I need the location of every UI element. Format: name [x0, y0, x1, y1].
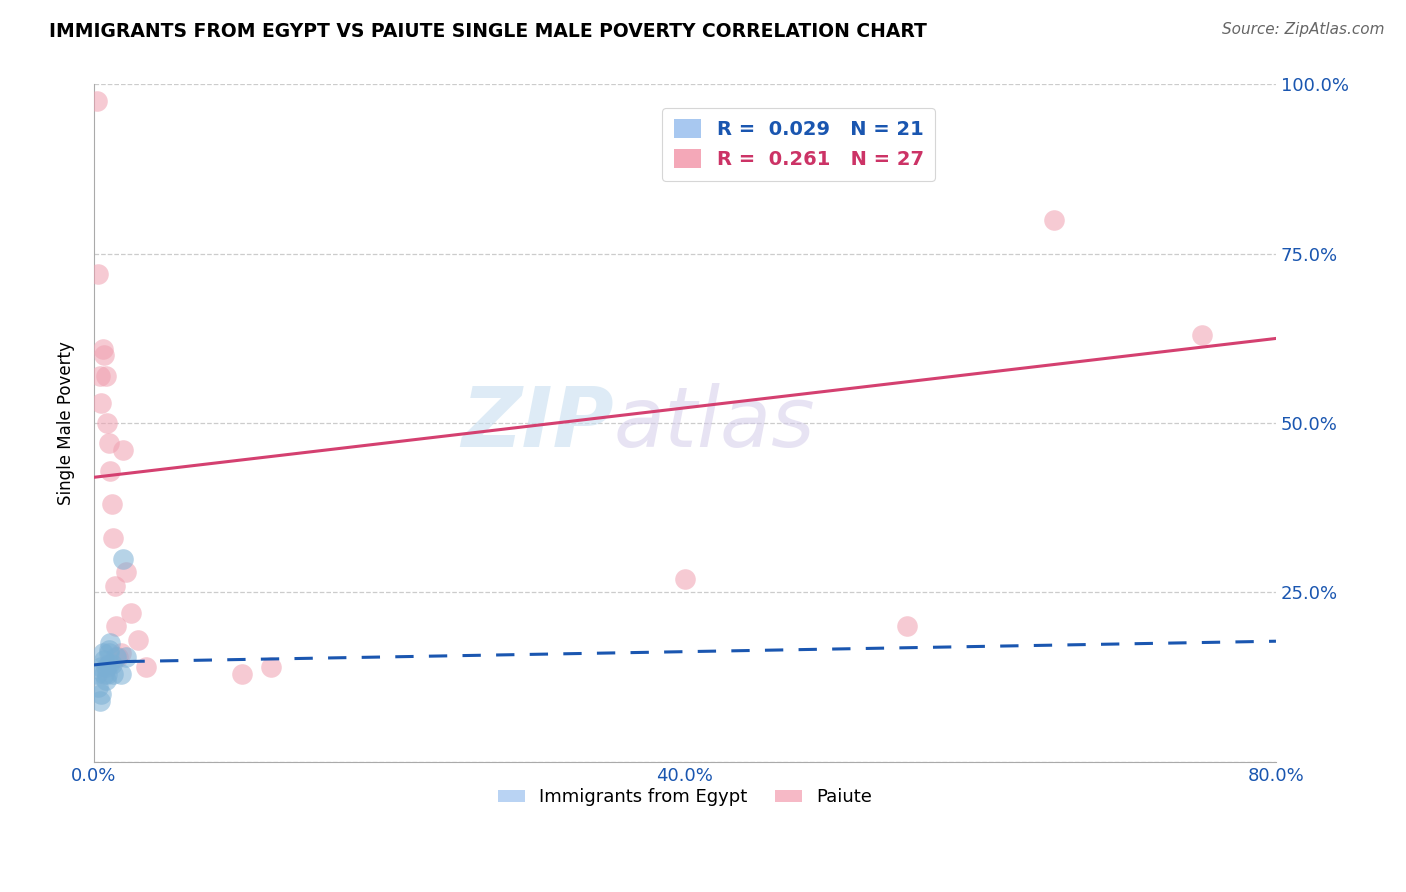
Point: [97, 436, 120, 450]
Point: [89, 694, 111, 708]
Text: ZIP: ZIP: [461, 383, 614, 464]
Point: [91, 647, 114, 661]
Point: [107, 649, 129, 664]
Point: [94, 673, 117, 688]
Point: [93, 348, 115, 362]
Point: [97, 647, 120, 661]
Point: [90, 396, 112, 410]
Point: [96, 416, 118, 430]
Point: [100, 657, 122, 671]
Point: [97, 657, 120, 671]
Point: [87, 680, 110, 694]
Point: [98, 463, 121, 477]
Point: [86, 666, 108, 681]
Point: [112, 443, 135, 458]
Point: [231, 666, 253, 681]
Point: [105, 619, 128, 633]
Point: [86, 95, 108, 109]
Y-axis label: Single Male Poverty: Single Male Poverty: [58, 341, 75, 505]
Point: [87, 267, 110, 281]
Point: [110, 647, 132, 661]
Point: [94, 660, 117, 674]
Text: Source: ZipAtlas.com: Source: ZipAtlas.com: [1222, 22, 1385, 37]
Point: [104, 579, 127, 593]
Point: [93, 653, 115, 667]
Point: [673, 572, 696, 586]
Legend: Immigrants from Egypt, Paiute: Immigrants from Egypt, Paiute: [491, 781, 879, 814]
Point: [94, 368, 117, 383]
Text: IMMIGRANTS FROM EGYPT VS PAIUTE SINGLE MALE POVERTY CORRELATION CHART: IMMIGRANTS FROM EGYPT VS PAIUTE SINGLE M…: [49, 22, 927, 41]
Point: [1191, 328, 1213, 343]
Point: [115, 649, 138, 664]
Point: [120, 606, 142, 620]
Text: atlas: atlas: [614, 383, 815, 464]
Point: [101, 666, 124, 681]
Point: [90, 660, 112, 674]
Point: [100, 497, 122, 511]
Point: [89, 368, 111, 383]
Point: [112, 551, 135, 566]
Point: [101, 531, 124, 545]
Point: [260, 660, 283, 674]
Point: [91, 342, 114, 356]
Point: [97, 643, 120, 657]
Point: [96, 666, 118, 681]
Point: [110, 666, 132, 681]
Point: [98, 636, 121, 650]
Point: [115, 565, 138, 579]
Point: [90, 687, 112, 701]
Point: [93, 666, 115, 681]
Point: [105, 649, 128, 664]
Point: [135, 660, 157, 674]
Point: [127, 632, 149, 647]
Point: [1043, 213, 1066, 227]
Point: [896, 619, 918, 633]
